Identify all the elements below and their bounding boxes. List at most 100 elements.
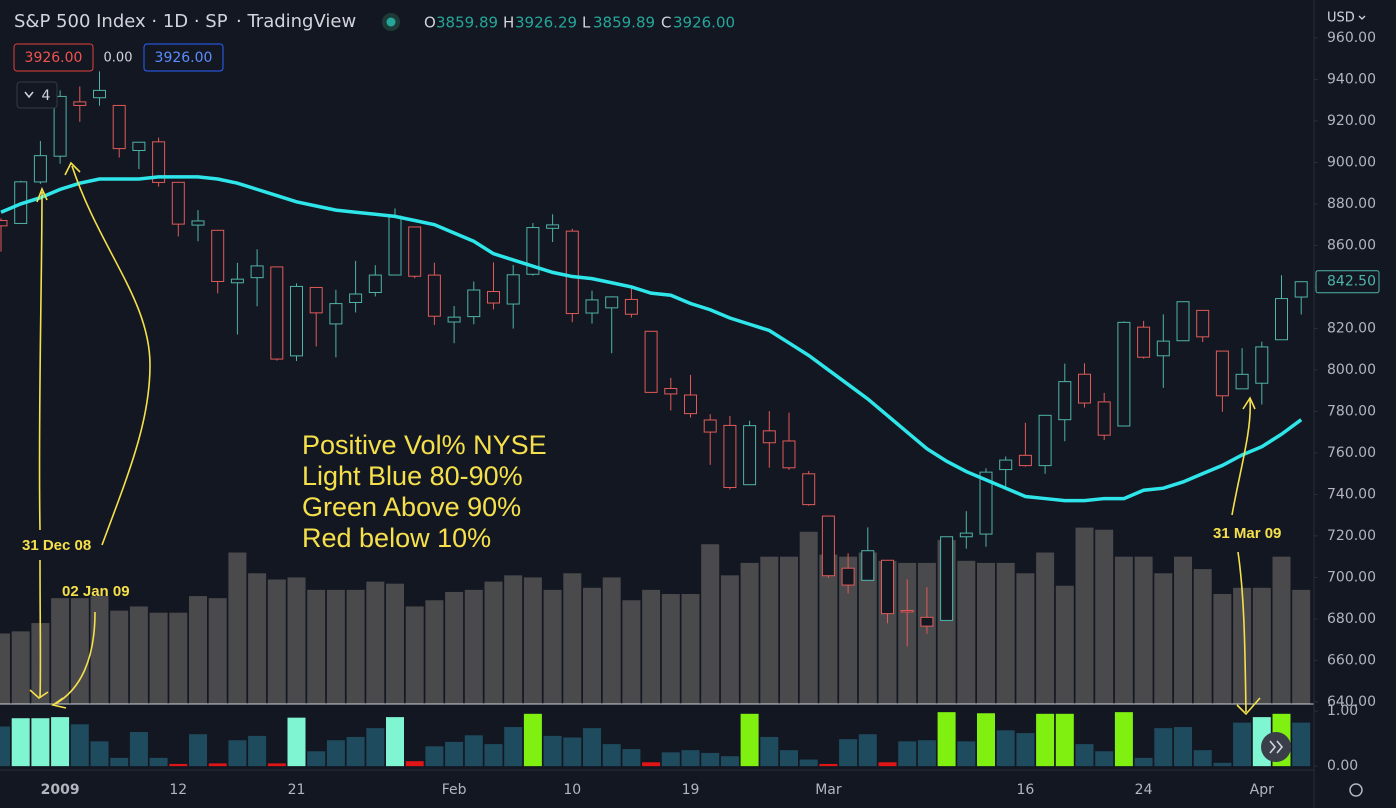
arrowhead <box>36 186 48 203</box>
vol-percent-bar <box>622 749 641 767</box>
volume-bar <box>996 562 1015 704</box>
candle-body <box>93 89 106 99</box>
candle-body <box>1255 346 1269 384</box>
volume-bar <box>1036 552 1055 704</box>
candle-body <box>309 286 323 314</box>
vol-percent-bar <box>1036 713 1055 767</box>
volume-bar <box>642 589 661 704</box>
ohlc-value: 3859.89 <box>436 14 498 32</box>
ohlc-value: 3926.00 <box>673 14 735 32</box>
volume-bar <box>819 554 838 704</box>
volume-bar <box>70 598 89 704</box>
sell-box[interactable] <box>13 43 94 72</box>
annotation: Red below 10% <box>302 523 491 553</box>
volume-bar <box>1075 527 1094 704</box>
vol-percent-bar <box>464 735 483 767</box>
settings-icon[interactable] <box>1349 783 1363 797</box>
candle-body <box>0 220 8 227</box>
candle-body <box>1097 401 1111 436</box>
buy-box[interactable] <box>143 43 224 72</box>
vol-percent-bar <box>898 741 917 767</box>
indicator-toggle[interactable] <box>16 81 58 109</box>
chevron-icon <box>1358 15 1366 20</box>
vol-percent-bar <box>90 741 109 767</box>
y-tick-label: 680.00 <box>1327 611 1376 627</box>
symbol-title[interactable]: S&P 500 Index · 1D · SP <box>14 11 228 32</box>
candle-body <box>664 387 678 395</box>
last-price-label: 842.50 <box>1327 274 1376 290</box>
vol-percent-bar <box>169 763 188 767</box>
candle-body <box>349 293 363 303</box>
y-tick-label: 760.00 <box>1327 445 1376 461</box>
volume-bar <box>720 575 739 704</box>
vol-percent-bar <box>248 735 267 767</box>
candle-body <box>132 141 146 152</box>
vol-percent-bar <box>11 718 30 767</box>
vol-percent-bar <box>149 757 168 767</box>
scroll-icon <box>1269 740 1284 754</box>
candle-body <box>388 215 402 276</box>
volume-bar <box>1252 587 1271 704</box>
vol-percent-bar <box>878 762 897 767</box>
vol-percent-bar <box>957 741 976 767</box>
vol-percent-bar <box>937 712 956 767</box>
candle-body <box>546 224 560 229</box>
candle-body <box>487 291 500 304</box>
arrowhead <box>1242 396 1256 410</box>
candle-body <box>467 289 481 318</box>
volume-bar <box>1016 573 1035 704</box>
ohlc-label: O <box>424 14 436 32</box>
volume-bar <box>307 589 326 704</box>
y-tick-label: 880.00 <box>1327 196 1376 212</box>
status-dot <box>386 17 396 27</box>
y-tick-label: 660.00 <box>1327 652 1376 668</box>
candle-body <box>802 473 816 506</box>
ohlc-value: 3926.29 <box>515 14 577 32</box>
volume-bar <box>839 556 858 704</box>
currency[interactable]: USD <box>1327 11 1355 26</box>
chevron-icon <box>24 91 34 99</box>
arrow <box>71 165 151 546</box>
vol-percent-bar <box>1016 733 1035 767</box>
volume-bar <box>523 577 542 704</box>
candle-body <box>506 274 520 305</box>
vol-percent-bar <box>1075 744 1094 767</box>
annotation: Green Above 90% <box>302 492 521 522</box>
candle-body <box>73 101 87 106</box>
date-note: 02 Jan 09 <box>62 583 130 600</box>
volume-bar <box>169 612 188 704</box>
y-tick-label: 0.00 <box>1327 758 1358 774</box>
arrowhead <box>1236 697 1261 716</box>
x-tick-label: 16 <box>1016 782 1034 798</box>
candle-body <box>112 104 126 150</box>
candle-body <box>644 330 658 393</box>
candle-body <box>211 229 225 282</box>
candle-body <box>526 227 540 275</box>
candle-body <box>171 181 185 225</box>
vol-percent-bar <box>189 734 207 767</box>
vol-percent-bar <box>819 763 838 767</box>
candle-body <box>624 298 638 315</box>
sell-price: 3926.00 <box>25 50 83 66</box>
candle-body <box>920 616 934 627</box>
vol-percent-bar <box>543 735 562 767</box>
vol-percent-bar <box>0 726 10 767</box>
volume-bar <box>405 606 424 704</box>
volume-bar <box>622 600 641 704</box>
x-tick-label: 2009 <box>41 782 80 798</box>
volume-bar <box>208 598 227 704</box>
volume-bar <box>248 573 267 704</box>
volume-bar <box>681 594 700 704</box>
vol-percent-bar <box>1055 713 1074 767</box>
vol-percent-bar <box>839 739 858 767</box>
vol-percent-bar <box>740 713 759 767</box>
volume-bar <box>228 552 247 704</box>
vol-percent-bar <box>681 750 700 767</box>
vol-percent-bar <box>386 717 404 767</box>
vol-percent-bar <box>642 762 661 767</box>
candle-body <box>1117 321 1131 427</box>
candle-body <box>427 274 441 317</box>
volume-bar <box>760 556 779 704</box>
x-tick-label: 24 <box>1135 782 1153 798</box>
